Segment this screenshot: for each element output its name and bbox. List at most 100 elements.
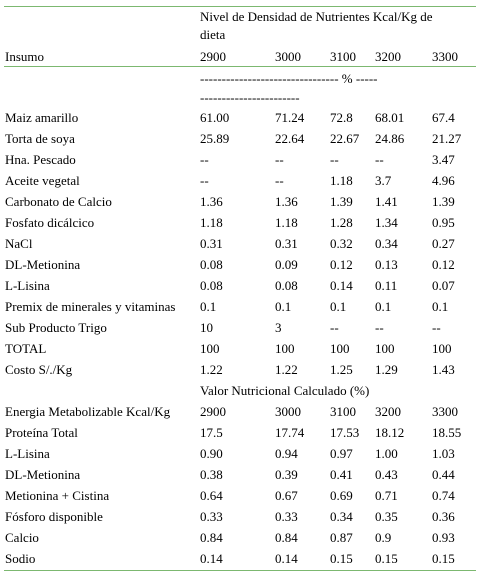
cell: 22.67: [330, 131, 360, 146]
cell: 3200: [375, 404, 401, 419]
cell: --: [275, 152, 284, 167]
cell: 100: [375, 341, 395, 356]
cell: 1.25: [330, 362, 353, 377]
cell: 1.00: [375, 446, 398, 461]
cell: 0.14: [330, 278, 353, 293]
rule: [4, 66, 476, 67]
row-label: Hna. Pescado: [5, 152, 76, 167]
cell: 22.64: [275, 131, 305, 146]
cell: 0.12: [432, 257, 455, 272]
cell: 0.38: [200, 467, 223, 482]
cell: 24.86: [375, 131, 405, 146]
cell: 0.15: [330, 551, 353, 566]
row-label: DL-Metionina: [5, 257, 81, 272]
row-label: Calcio: [5, 530, 39, 545]
cell: 0.11: [375, 278, 398, 293]
cell: 0.1: [200, 299, 217, 314]
cell: 100: [275, 341, 295, 356]
row-label: Sodio: [5, 551, 36, 566]
cell: 1.36: [275, 194, 298, 209]
cell: 1.29: [375, 362, 398, 377]
cell: 1.43: [432, 362, 455, 377]
cell: --: [330, 320, 339, 335]
cell: 0.1: [275, 299, 292, 314]
row-label: NaCl: [5, 236, 33, 251]
cell: 3.47: [432, 152, 455, 167]
cell: 0.95: [432, 215, 455, 230]
cell: 1.34: [375, 215, 398, 230]
row-label: Fosfato dicálcico: [5, 215, 95, 230]
cell: 3100: [330, 404, 356, 419]
cell: 0.84: [200, 530, 223, 545]
row-label: Carbonato de Calcio: [5, 194, 112, 209]
cell: 0.41: [330, 467, 353, 482]
cell: 0.14: [275, 551, 298, 566]
cell: 0.14: [200, 551, 223, 566]
cell: 0.1: [375, 299, 392, 314]
cell: 18.55: [432, 425, 462, 440]
cell: 25.89: [200, 131, 230, 146]
cell: 0.93: [432, 530, 455, 545]
row-label: TOTAL: [5, 341, 47, 356]
cell: 0.15: [375, 551, 398, 566]
row-label: DL-Metionina: [5, 467, 81, 482]
cell: 2900: [200, 404, 226, 419]
cell: 0.94: [275, 446, 298, 461]
cell: 17.53: [330, 425, 360, 440]
cell: 0.27: [432, 236, 455, 251]
cell: --: [375, 320, 384, 335]
cell: 1.41: [375, 194, 398, 209]
cell: 0.09: [275, 257, 298, 272]
row-label: L-Lisina: [5, 446, 50, 461]
cell: 0.64: [200, 488, 223, 503]
cell: 0.31: [200, 236, 223, 251]
cell: 100: [432, 341, 452, 356]
cell: 3300: [432, 404, 458, 419]
cell: 0.90: [200, 446, 223, 461]
cell: 0.34: [375, 236, 398, 251]
cell: 71.24: [275, 110, 305, 125]
cell: 4.96: [432, 173, 455, 188]
cell: 1.18: [275, 215, 298, 230]
cell: 1.39: [432, 194, 455, 209]
cell: 0.08: [200, 257, 223, 272]
rule: [4, 6, 476, 7]
cell: --: [375, 152, 384, 167]
cell: 0.15: [432, 551, 455, 566]
cell: 0.08: [200, 278, 223, 293]
cell: 1.18: [330, 173, 353, 188]
cell: 0.87: [330, 530, 353, 545]
cell: 72.8: [330, 110, 353, 125]
cell: 0.1: [330, 299, 347, 314]
column-header: 3200: [375, 49, 401, 64]
cell: 1.22: [275, 362, 298, 377]
cell: --: [330, 152, 339, 167]
column-header: 2900: [200, 49, 226, 64]
cell: --: [200, 173, 209, 188]
cell: 3.7: [375, 173, 392, 188]
cell: 0.9: [375, 530, 392, 545]
cell: 0.97: [330, 446, 353, 461]
cell: 0.67: [275, 488, 298, 503]
column-header: Insumo: [5, 49, 44, 64]
row-label: L-Lisina: [5, 278, 50, 293]
cell: 0.33: [200, 509, 223, 524]
cell: 0.13: [375, 257, 398, 272]
cell: 0.43: [375, 467, 398, 482]
cell: 0.1: [432, 299, 449, 314]
row-label: Costo S/./Kg: [5, 362, 73, 377]
cell: 1.39: [330, 194, 353, 209]
cell: 0.34: [330, 509, 353, 524]
cell: 3: [275, 320, 282, 335]
unit-note: -------------------------------- % -----…: [200, 71, 378, 105]
header-title: Nivel de Densidad de Nutrientes Kcal/Kg …: [200, 9, 433, 42]
cell: 100: [330, 341, 350, 356]
cell: 61.00: [200, 110, 230, 125]
section-label: Valor Nutricional Calculado (%): [200, 383, 370, 398]
cell: 1.22: [200, 362, 223, 377]
cell: 1.28: [330, 215, 353, 230]
cell: 0.32: [330, 236, 353, 251]
row-label: Torta de soya: [5, 131, 75, 146]
row-label: Proteína Total: [5, 425, 78, 440]
column-header: 3100: [330, 49, 356, 64]
